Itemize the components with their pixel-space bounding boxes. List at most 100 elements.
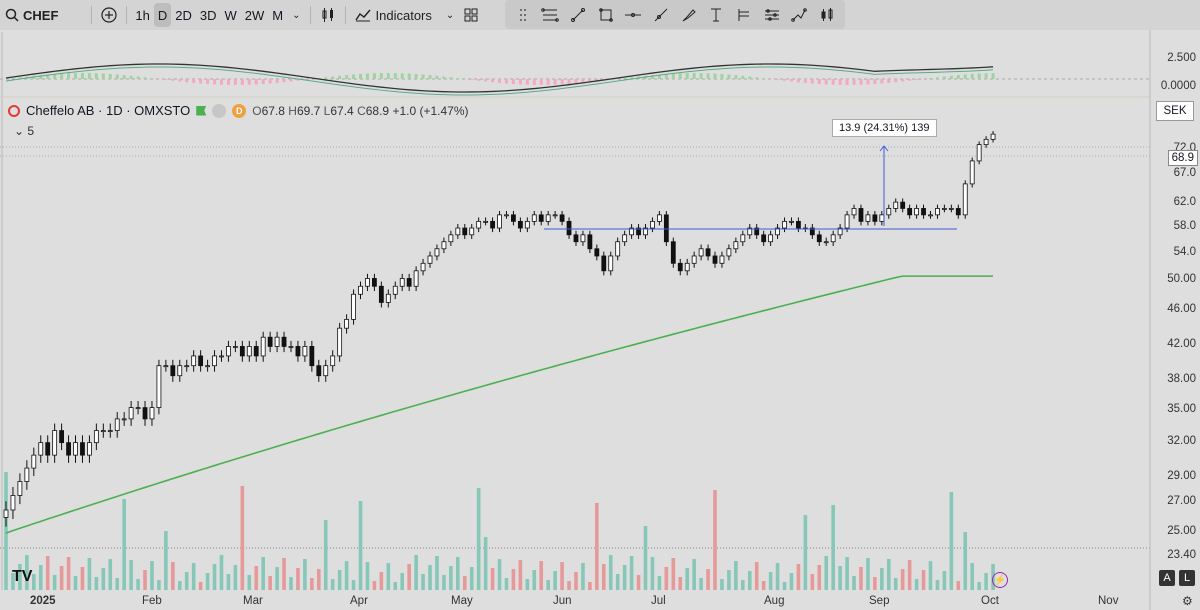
volume-bar — [442, 575, 446, 590]
timeframe-d[interactable]: D — [153, 3, 172, 27]
histogram-bar — [623, 78, 627, 79]
histogram-bar — [484, 79, 488, 82]
flag-icon[interactable] — [731, 4, 757, 26]
timeframe-3d[interactable]: 3D — [199, 7, 217, 23]
volume-bar — [52, 575, 57, 590]
candle-body — [830, 234, 836, 243]
timeframe-1h[interactable]: 1h — [135, 7, 150, 23]
histogram-bar — [296, 79, 300, 81]
flash-icon[interactable]: ⚡ — [992, 572, 1008, 588]
candle-body — [789, 220, 794, 223]
candle-body — [441, 241, 447, 250]
ray-icon[interactable] — [648, 4, 674, 26]
histogram-bar — [80, 73, 84, 79]
candle-body — [274, 336, 280, 347]
volume-bar — [581, 563, 585, 590]
time-axis[interactable]: 2025 Feb Mar Apr May Jun Jul Aug Sep Oct Nov — [0, 590, 1200, 610]
brush-icon[interactable] — [676, 4, 702, 26]
timeframe-2w[interactable]: 2W — [244, 7, 265, 23]
timeframe-dropdown[interactable]: ⌄ — [287, 3, 305, 27]
candle-body — [80, 442, 85, 456]
histogram-bar — [720, 73, 724, 79]
volume-bar — [303, 559, 307, 590]
candle-body — [52, 430, 58, 456]
tradingview-logo[interactable]: TV — [12, 568, 33, 585]
volume-bar — [414, 555, 418, 590]
collapse-icon: ⌄ — [14, 124, 25, 138]
candle-body — [712, 255, 718, 264]
gear-icon[interactable]: ⚙ — [1182, 594, 1193, 608]
volume-bar — [741, 580, 745, 590]
histogram-bar — [122, 75, 126, 79]
histogram-bar — [783, 79, 787, 81]
volume-bar — [233, 565, 238, 590]
histogram-bar — [87, 73, 91, 79]
horizontal-line-icon[interactable] — [620, 4, 646, 26]
histogram-bar — [115, 74, 119, 79]
indicators-button[interactable]: Indicators ⌄ — [350, 3, 460, 27]
candle-body — [483, 220, 489, 223]
timeframe-2d[interactable]: 2D — [175, 7, 192, 23]
path-icon[interactable] — [786, 4, 812, 26]
volume-bar — [38, 565, 43, 590]
price-chart[interactable] — [0, 30, 1200, 610]
volume-bar — [18, 564, 22, 590]
pattern-icon[interactable] — [759, 4, 785, 26]
histogram-bar — [136, 76, 140, 79]
text-cursor-icon[interactable] — [703, 4, 729, 26]
candle-body — [928, 214, 933, 217]
histogram-bar — [866, 79, 870, 85]
chart-type-button[interactable] — [315, 3, 341, 27]
volume-bar — [358, 501, 363, 590]
histogram-bar — [845, 79, 849, 85]
candle-body — [107, 430, 113, 432]
candle-body — [796, 220, 801, 229]
volume-bar — [456, 557, 460, 590]
ma-legend[interactable]: ⌄ 5 — [14, 124, 35, 138]
volume-bar — [810, 574, 815, 590]
volume-bar — [907, 560, 912, 590]
auto-scale-button[interactable]: A — [1159, 570, 1175, 586]
forecast-icon[interactable] — [814, 4, 840, 26]
candle-body — [399, 278, 405, 287]
currency-button[interactable]: SEK — [1156, 101, 1194, 121]
candle-body — [392, 285, 398, 295]
histogram-bar — [630, 77, 634, 79]
candle-body — [531, 214, 537, 222]
candle-body — [594, 248, 600, 257]
rectangle-icon[interactable] — [593, 4, 619, 26]
log-scale-button[interactable]: L — [1179, 570, 1195, 586]
histogram-bar — [428, 75, 432, 79]
volume-bar — [900, 569, 905, 590]
histogram-bar — [588, 79, 592, 83]
candle-body — [413, 270, 419, 287]
measure-label[interactable]: 13.9 (24.31%) 139 — [832, 119, 937, 137]
compare-button[interactable] — [96, 3, 122, 27]
candle-body — [941, 208, 947, 210]
drag-handle-icon[interactable] — [510, 4, 536, 26]
histogram-bar — [525, 79, 529, 85]
volume-bar — [720, 579, 724, 590]
price-axis[interactable]: 2.500 0.0000 72.0 67.0 62.0 58.0 54.0 50.00 46.0… — [1152, 30, 1200, 590]
volume-bar — [129, 560, 133, 590]
timeframe-w[interactable]: W — [224, 7, 237, 23]
histogram-bar — [796, 79, 800, 83]
volume-bar — [615, 574, 620, 590]
candle-body — [622, 234, 628, 243]
histogram-bar — [901, 79, 905, 82]
price-tick: 32.00 — [1167, 435, 1196, 447]
volume-bar — [956, 581, 961, 590]
histogram-bar — [331, 76, 335, 79]
histogram-bar — [970, 73, 974, 79]
volume-bar — [421, 574, 425, 590]
layouts-button[interactable] — [459, 3, 483, 27]
histogram-bar — [386, 73, 390, 79]
trend-line-icon[interactable] — [565, 4, 591, 26]
time-tick: Oct — [981, 595, 999, 607]
fib-retracement-icon[interactable] — [537, 4, 563, 26]
candle-body — [865, 214, 871, 222]
symbol-search[interactable]: CHEF — [0, 3, 63, 27]
timeframe-m[interactable]: M — [272, 7, 284, 23]
histogram-bar — [379, 73, 383, 79]
histogram-bar — [595, 79, 599, 82]
